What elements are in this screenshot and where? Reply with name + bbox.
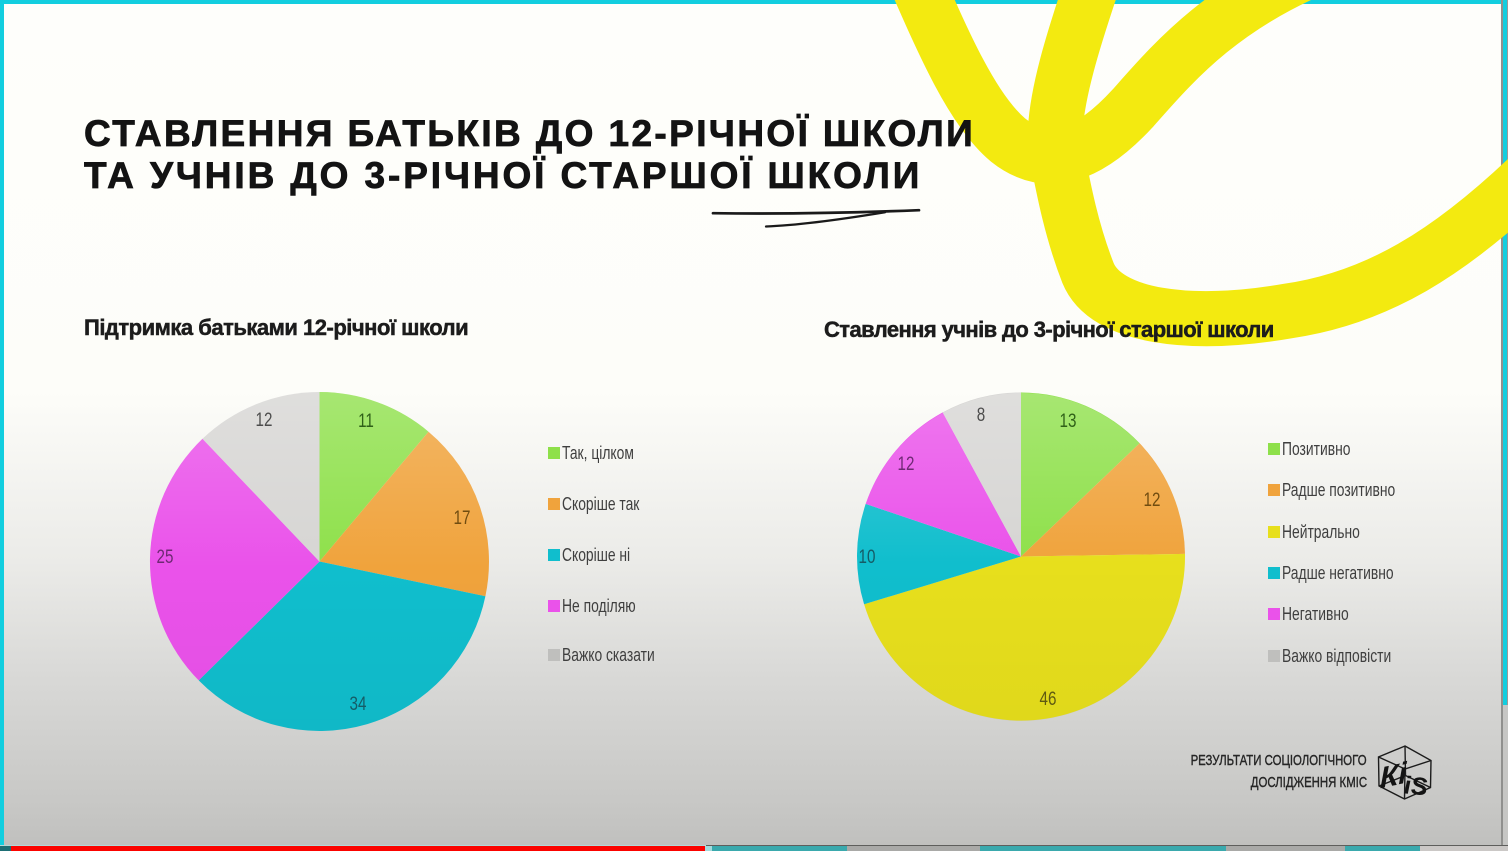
- svg-text:Кі: Кі: [1380, 757, 1407, 795]
- svg-text:іS: іS: [1404, 771, 1428, 801]
